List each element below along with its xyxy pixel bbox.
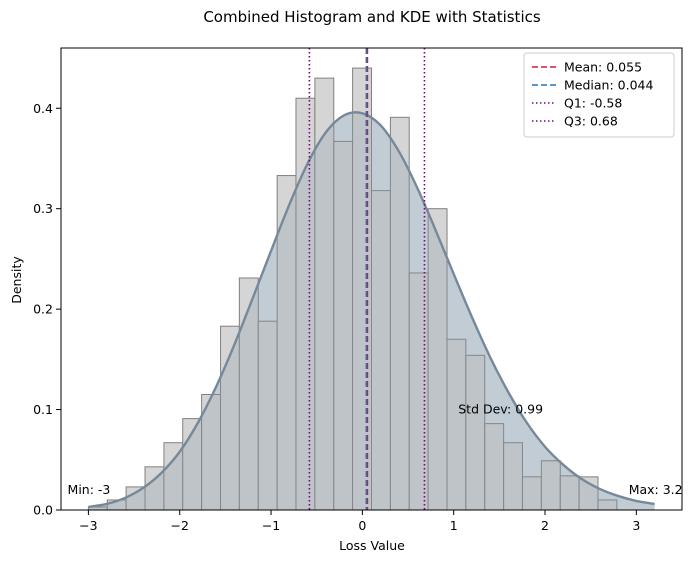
legend-box — [523, 52, 675, 138]
y-tick-label: 0.4 — [33, 101, 53, 116]
x-tick-label: −2 — [171, 518, 189, 533]
y-tick-label: 0.2 — [33, 302, 53, 317]
plot-frame — [60, 47, 683, 511]
kde-line — [88, 111, 655, 509]
annotation: Min: -3 — [68, 482, 111, 497]
y-tick-label: 0.3 — [33, 201, 53, 216]
y-tick-label: 0.0 — [33, 503, 53, 518]
x-axis-label: Loss Value — [339, 538, 405, 553]
kde-overlay — [88, 112, 655, 510]
x-tick-label: 1 — [450, 518, 458, 533]
x-tick-label: 2 — [541, 518, 549, 533]
x-tick-label: −1 — [262, 518, 280, 533]
chart-title: Combined Histogram and KDE with Statisti… — [203, 8, 541, 26]
legend-entry: Q3: 0.68 — [564, 114, 618, 129]
legend-entry: Mean: 0.055 — [564, 60, 642, 75]
x-tick-label: 3 — [632, 518, 640, 533]
y-axis-label: Density — [9, 256, 24, 304]
annotation: Max: 3.2 — [629, 482, 683, 497]
legend: Mean: 0.055 Median: 0.044 Q1: -0.58 Q3: 0.6… — [523, 52, 675, 138]
y-tick-label: 0.1 — [33, 402, 53, 417]
x-tick-label: 0 — [358, 518, 366, 533]
annotation: Std Dev: 0.99 — [458, 402, 543, 417]
x-tick-label: −3 — [79, 518, 97, 533]
legend-entry: Median: 0.044 — [564, 78, 653, 93]
axes: −3 −2 −1 0 1 2 3 0.0 0.1 0.2 0.3 0.4 Min: -3 Max: 3.2… — [33, 47, 683, 533]
plot-area — [87, 48, 655, 510]
histogram-bar — [503, 442, 523, 510]
legend-entry: Q1: -0.58 — [564, 96, 622, 111]
